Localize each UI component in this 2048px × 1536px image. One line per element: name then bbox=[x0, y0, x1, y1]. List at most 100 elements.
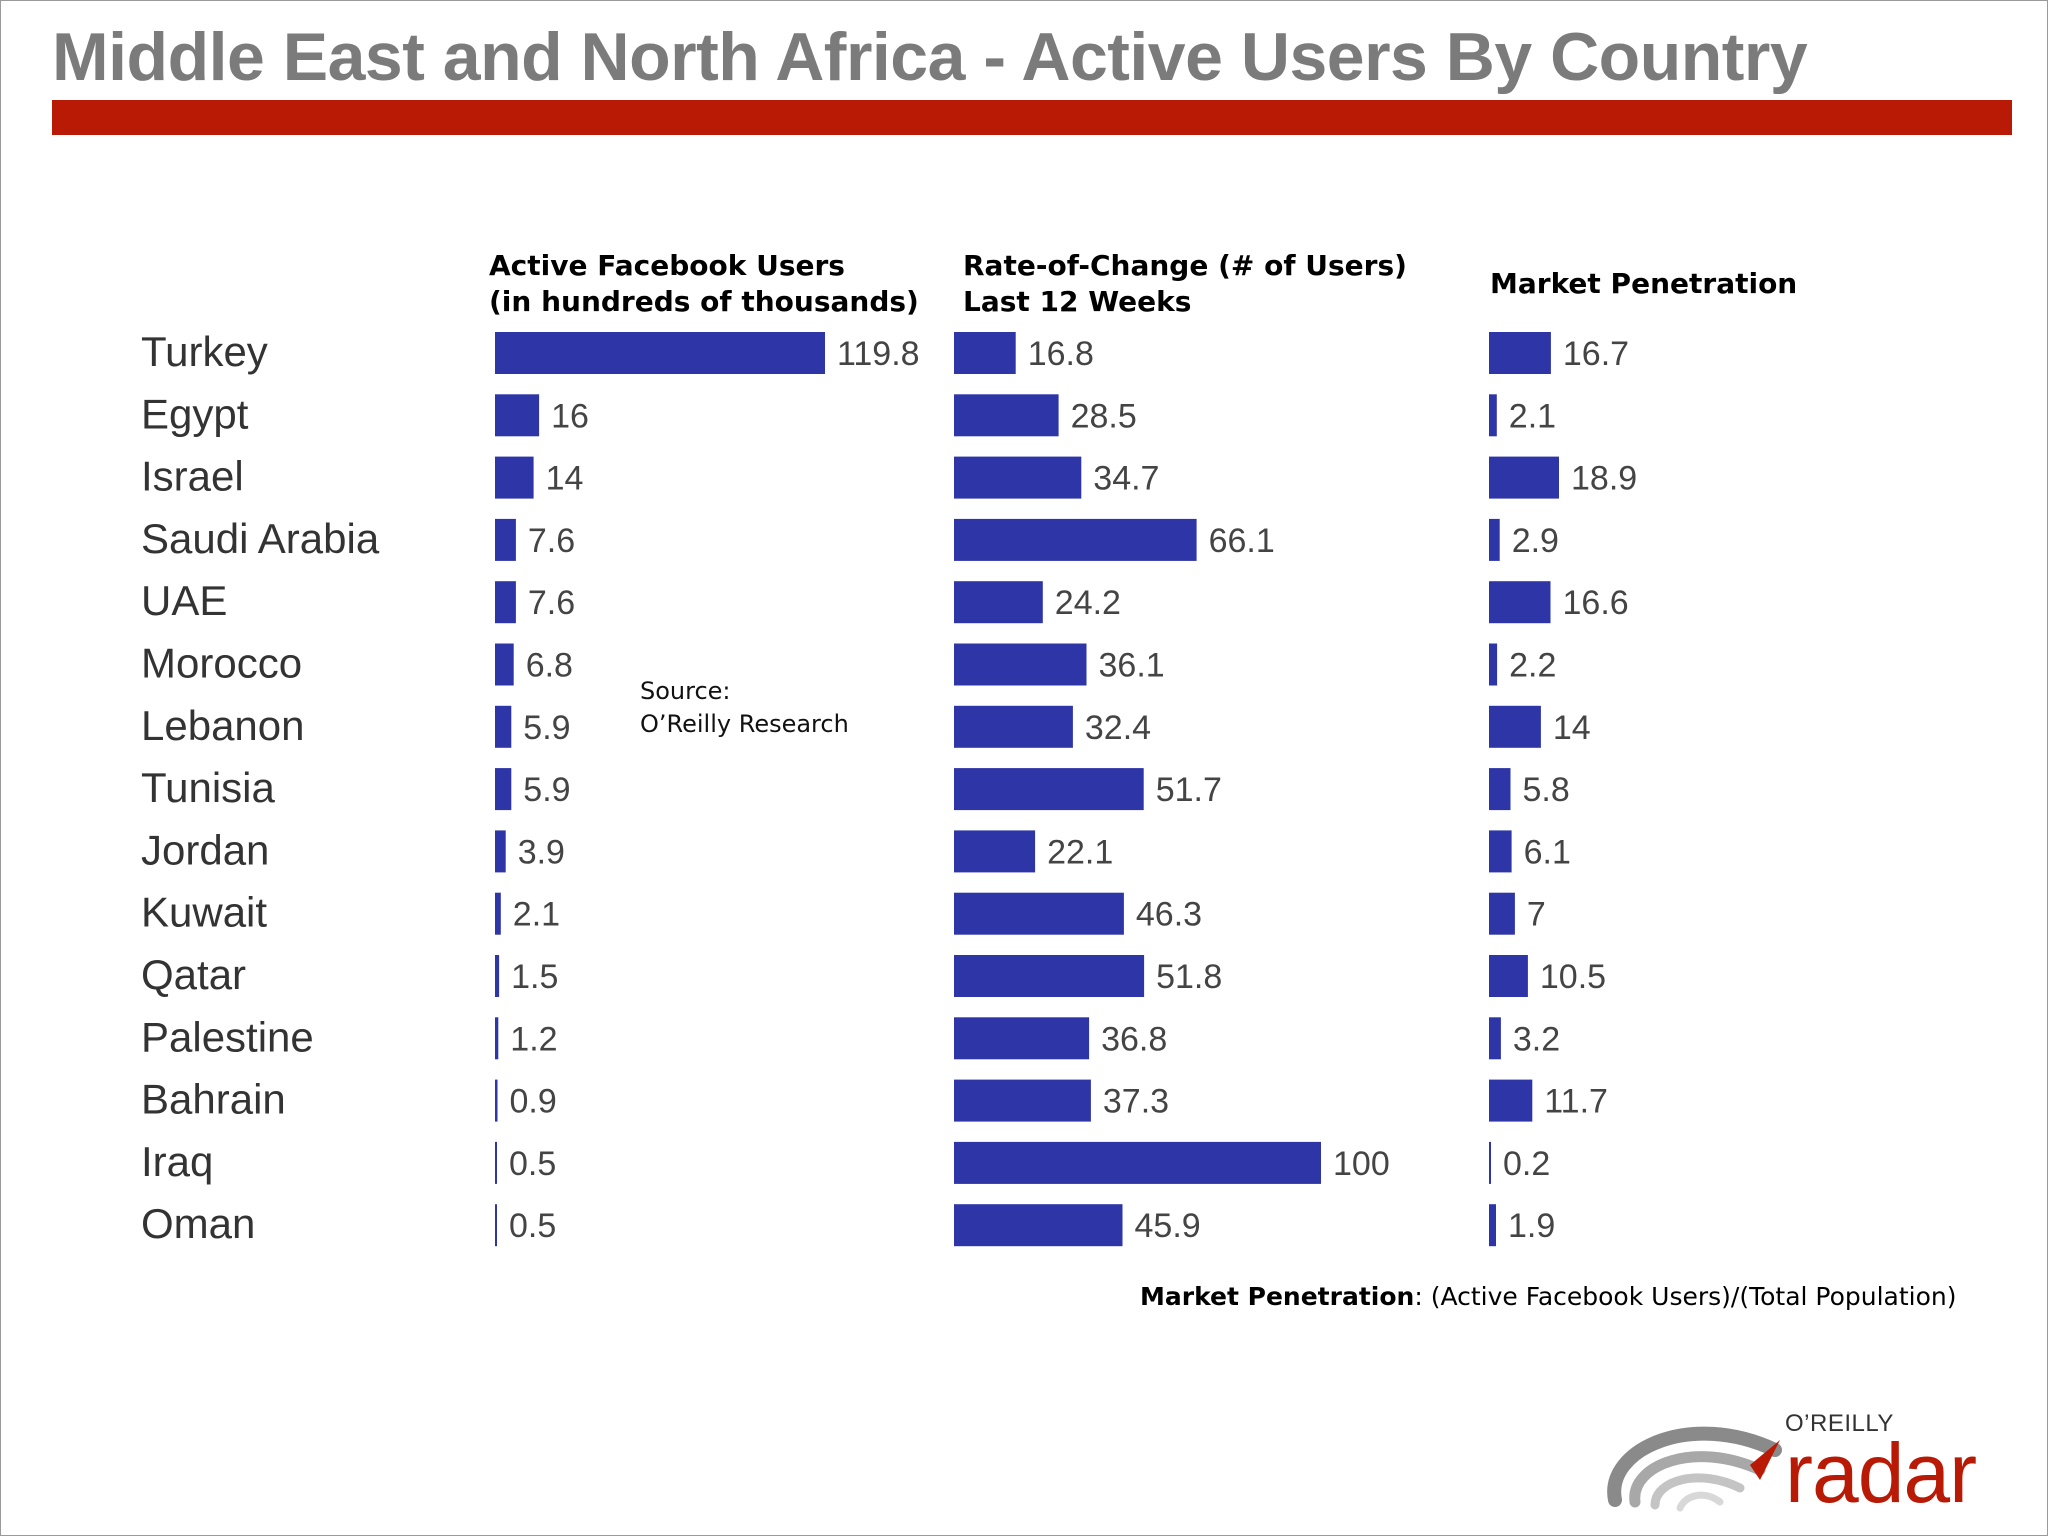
bar bbox=[954, 1141, 1321, 1184]
oreilly-radar-logo: O’REILLY radar bbox=[1600, 1410, 2030, 1525]
column-header-line: (in hundreds of thousands) bbox=[489, 285, 919, 318]
bar bbox=[1489, 518, 1500, 561]
bar bbox=[1489, 581, 1551, 624]
bar-value-label: 2.9 bbox=[1512, 522, 1559, 560]
bar-value-label: 51.7 bbox=[1156, 771, 1222, 809]
bar-value-label: 18.9 bbox=[1571, 460, 1637, 498]
bar bbox=[954, 518, 1197, 561]
bar-value-label: 7 bbox=[1527, 896, 1546, 934]
bar-value-label: 1.9 bbox=[1508, 1207, 1555, 1245]
bar-value-label: 0.5 bbox=[509, 1207, 556, 1245]
bar bbox=[954, 892, 1124, 935]
column-header-line: Rate-of-Change (# of Users) bbox=[963, 249, 1407, 282]
bar bbox=[495, 394, 540, 437]
bar bbox=[495, 456, 534, 499]
slide-title: Middle East and North Africa - Active Us… bbox=[52, 19, 1808, 95]
category-label: Morocco bbox=[141, 640, 302, 687]
bar bbox=[1489, 643, 1498, 686]
title-underline-bar bbox=[52, 100, 2012, 135]
bar bbox=[954, 955, 1145, 997]
bar bbox=[1489, 456, 1559, 499]
bar-value-label: 51.8 bbox=[1156, 958, 1222, 996]
bar-value-label: 6.8 bbox=[526, 647, 573, 685]
bar bbox=[954, 705, 1073, 748]
bar bbox=[954, 643, 1087, 686]
bar bbox=[1489, 1017, 1501, 1060]
column-header-line: Active Facebook Users bbox=[489, 249, 845, 282]
bar-value-label: 16 bbox=[551, 397, 589, 435]
bar-value-label: 16.6 bbox=[1563, 584, 1629, 622]
bar bbox=[495, 955, 500, 997]
bar-value-label: 7.6 bbox=[528, 522, 575, 560]
bar bbox=[1489, 830, 1512, 873]
bar bbox=[495, 643, 514, 686]
bar bbox=[954, 1204, 1123, 1247]
column-header-rate-of-change: Rate-of-Change (# of Users) Last 12 Week… bbox=[963, 248, 1407, 320]
bar-value-label: 5.9 bbox=[523, 709, 570, 747]
bar-value-label: 14 bbox=[546, 460, 584, 498]
bar bbox=[1489, 892, 1515, 935]
column-header-line: Market Penetration bbox=[1490, 267, 1798, 300]
bar-value-label: 45.9 bbox=[1135, 1207, 1201, 1245]
bar-chart: Turkey Egypt Israel Saudi Arabia UAE Morocco L… bbox=[141, 328, 1637, 1247]
footnote-definition: : (Active Facebook Users)/(Total Populat… bbox=[1414, 1282, 1957, 1311]
bar bbox=[954, 768, 1144, 811]
bar-value-label: 2.2 bbox=[1509, 647, 1556, 685]
bar bbox=[1489, 394, 1497, 437]
bar bbox=[495, 705, 512, 748]
bar-value-label: 66.1 bbox=[1209, 522, 1275, 560]
bar bbox=[954, 332, 1016, 374]
bar bbox=[1489, 1204, 1496, 1247]
bar bbox=[1489, 768, 1511, 811]
bar-value-label: 119.8 bbox=[837, 335, 920, 373]
category-label: Palestine bbox=[141, 1013, 314, 1060]
column-header-line: Last 12 Weeks bbox=[963, 285, 1192, 318]
bar-value-label: 36.1 bbox=[1099, 647, 1165, 685]
radar-swirl-icon bbox=[1607, 1426, 1782, 1512]
bar bbox=[954, 456, 1082, 499]
bar bbox=[954, 830, 1036, 873]
column-header-market-penetration: Market Penetration bbox=[1490, 266, 1797, 302]
category-label: Tunisia bbox=[141, 764, 275, 811]
category-label: Egypt bbox=[141, 390, 249, 437]
category-label: Lebanon bbox=[141, 702, 305, 749]
bar-value-label: 46.3 bbox=[1136, 896, 1202, 934]
category-label: Jordan bbox=[141, 826, 269, 873]
bar bbox=[1489, 332, 1551, 374]
bar-value-label: 10.5 bbox=[1540, 958, 1606, 996]
bar bbox=[495, 581, 516, 624]
source-name: O’Reilly Research bbox=[640, 710, 849, 738]
bar bbox=[1489, 1079, 1533, 1122]
bar-value-label: 32.4 bbox=[1085, 709, 1151, 747]
bar-value-label: 16.7 bbox=[1563, 335, 1629, 373]
bar bbox=[495, 518, 516, 561]
bar bbox=[1489, 955, 1528, 997]
bar-value-label: 0.9 bbox=[510, 1083, 557, 1121]
category-label: UAE bbox=[141, 577, 227, 624]
footnote-term: Market Penetration bbox=[1140, 1282, 1415, 1311]
bar-value-label: 28.5 bbox=[1071, 397, 1137, 435]
category-label: Oman bbox=[141, 1200, 255, 1247]
category-label: Qatar bbox=[141, 951, 246, 998]
source-label: Source: bbox=[640, 677, 731, 705]
bar-value-label: 100 bbox=[1333, 1145, 1390, 1183]
bar bbox=[954, 394, 1059, 437]
bar bbox=[954, 1017, 1090, 1060]
bar-value-label: 0.5 bbox=[509, 1145, 556, 1183]
category-label: Iraq bbox=[141, 1138, 213, 1185]
bar-value-label: 2.1 bbox=[513, 896, 560, 934]
logo-brand-text: O’REILLY bbox=[1785, 1410, 1894, 1437]
bar-value-label: 2.1 bbox=[1509, 397, 1556, 435]
bar bbox=[495, 1141, 497, 1184]
column-header-active-users: Active Facebook Users (in hundreds of th… bbox=[489, 248, 919, 320]
bar bbox=[495, 1079, 498, 1122]
bar bbox=[495, 892, 501, 935]
category-label: Turkey bbox=[141, 328, 268, 375]
bar-value-label: 14 bbox=[1553, 709, 1591, 747]
category-label: Saudi Arabia bbox=[141, 515, 380, 562]
bar-value-label: 37.3 bbox=[1103, 1083, 1169, 1121]
bar-value-label: 5.8 bbox=[1523, 771, 1570, 809]
bar-value-label: 3.9 bbox=[518, 833, 565, 871]
bar bbox=[1489, 705, 1541, 748]
bar-value-label: 1.2 bbox=[510, 1020, 557, 1058]
